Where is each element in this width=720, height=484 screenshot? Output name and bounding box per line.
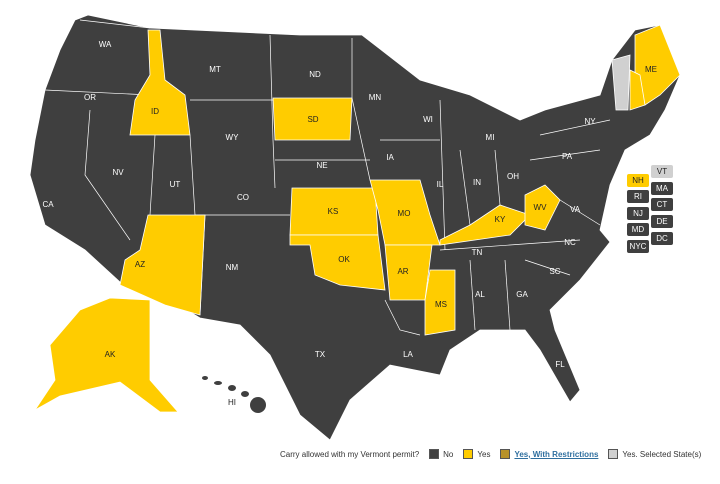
small-state-button-MA[interactable]: MA — [651, 182, 673, 195]
state-label-NE: NE — [316, 161, 327, 170]
state-label-WV: WV — [534, 203, 548, 212]
legend-yes: Yes — [477, 449, 491, 459]
state-label-AZ: AZ — [135, 260, 145, 269]
state-label-PA: PA — [562, 152, 573, 161]
us-map: WA OR CA NV ID MT WY UT CO AZ NM ND SD NE KS OK TX MN IA MO… — [29, 14, 681, 440]
state-label-AL: AL — [475, 290, 485, 299]
state-label-VA: VA — [570, 205, 581, 214]
state-AK[interactable] — [34, 297, 179, 413]
state-label-NY: NY — [584, 117, 596, 126]
state-ID[interactable] — [129, 29, 191, 136]
small-state-button-MD[interactable]: MD — [627, 223, 649, 236]
state-label-NV: NV — [112, 168, 124, 177]
small-state-button-VT[interactable]: VT — [651, 165, 673, 178]
state-MS[interactable] — [424, 269, 456, 336]
state-label-OH: OH — [507, 172, 519, 181]
state-label-NM: NM — [226, 263, 239, 272]
state-label-MI: MI — [486, 133, 495, 142]
small-state-button-RI[interactable]: RI — [627, 190, 649, 203]
state-SD[interactable] — [272, 97, 353, 141]
legend-swatch-restricted — [500, 449, 511, 459]
state-label-MT: MT — [209, 65, 221, 74]
state-label-IL: IL — [437, 180, 444, 189]
state-label-IA: IA — [386, 153, 394, 162]
legend-swatch-no — [429, 449, 440, 459]
state-label-WY: WY — [226, 133, 240, 142]
state-label-FL: FL — [555, 360, 565, 369]
small-state-button-NYC[interactable]: NYC — [627, 240, 649, 253]
state-label-OK: OK — [338, 255, 350, 264]
state-label-HI: HI — [228, 398, 236, 407]
small-state-button-CT[interactable]: CT — [651, 198, 673, 211]
state-label-LA: LA — [403, 350, 413, 359]
state-label-CO: CO — [237, 193, 249, 202]
state-OK[interactable] — [289, 234, 386, 291]
state-AZ[interactable] — [119, 214, 206, 316]
state-WV[interactable] — [524, 184, 561, 231]
state-label-OR: OR — [84, 93, 96, 102]
state-label-ND: ND — [309, 70, 321, 79]
state-label-IN: IN — [473, 178, 481, 187]
small-state-button-NH[interactable]: NH — [627, 174, 649, 187]
state-label-KS: KS — [328, 207, 339, 216]
legend-no: No — [443, 449, 454, 459]
small-state-button-DE[interactable]: DE — [651, 215, 673, 228]
state-borders — [44, 19, 611, 336]
state-HI[interactable] — [202, 376, 266, 413]
state-label-ME: ME — [645, 65, 657, 74]
state-label-TX: TX — [315, 350, 326, 359]
state-label-MS: MS — [435, 300, 447, 309]
state-label-GA: GA — [516, 290, 528, 299]
state-label-MO: MO — [398, 209, 411, 218]
legend: Carry allowed with my Vermont permit? No… — [280, 449, 701, 459]
state-label-AR: AR — [397, 267, 408, 276]
state-label-UT: UT — [170, 180, 181, 189]
state-label-AK: AK — [105, 350, 116, 359]
small-state-button-NJ[interactable]: NJ — [627, 207, 649, 220]
legend-swatch-selected — [608, 449, 619, 459]
state-VT[interactable] — [611, 54, 631, 111]
state-label-NC: NC — [564, 238, 576, 247]
state-label-WI: WI — [423, 115, 433, 124]
legend-question: Carry allowed with my Vermont permit? — [280, 449, 420, 459]
state-NH[interactable] — [629, 69, 646, 111]
state-label-CA: CA — [42, 200, 54, 209]
state-label-SD: SD — [307, 115, 318, 124]
state-label-KY: KY — [495, 215, 506, 224]
state-label-MN: MN — [369, 93, 382, 102]
state-label-SC: SC — [549, 267, 560, 276]
small-state-button-DC[interactable]: DC — [651, 232, 673, 245]
state-label-TN: TN — [472, 248, 483, 257]
legend-swatch-yes — [463, 449, 474, 459]
legend-selected: Yes. Selected State(s) — [622, 449, 702, 459]
legend-restricted-link[interactable]: Yes, With Restrictions — [514, 449, 599, 459]
state-label-WA: WA — [99, 40, 112, 49]
state-label-ID: ID — [151, 107, 159, 116]
